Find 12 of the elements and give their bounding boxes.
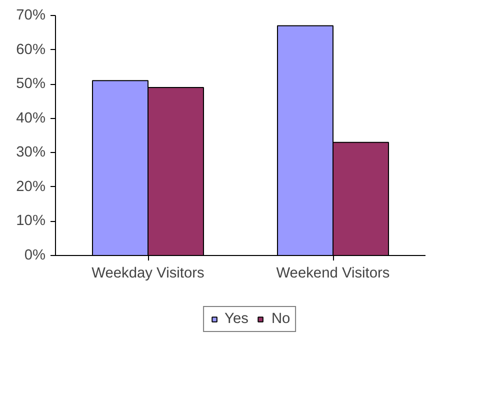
y-tick-label: 40%: [16, 110, 46, 126]
x-tick-label: Weekend Visitors: [276, 266, 390, 282]
legend-label: No: [271, 311, 292, 327]
y-tick-label: 50%: [16, 76, 46, 92]
y-tick-label: 20%: [16, 178, 46, 195]
y-tick-label: 70%: [16, 8, 46, 24]
legend-label: Yes: [224, 311, 248, 327]
y-tick-label: 0%: [24, 248, 46, 264]
y-tick-label: 60%: [16, 42, 46, 58]
y-tick-label: 30%: [16, 144, 46, 161]
x-tick-label: Weekday Visitors: [92, 266, 204, 282]
y-tick-label: 10%: [16, 213, 46, 230]
